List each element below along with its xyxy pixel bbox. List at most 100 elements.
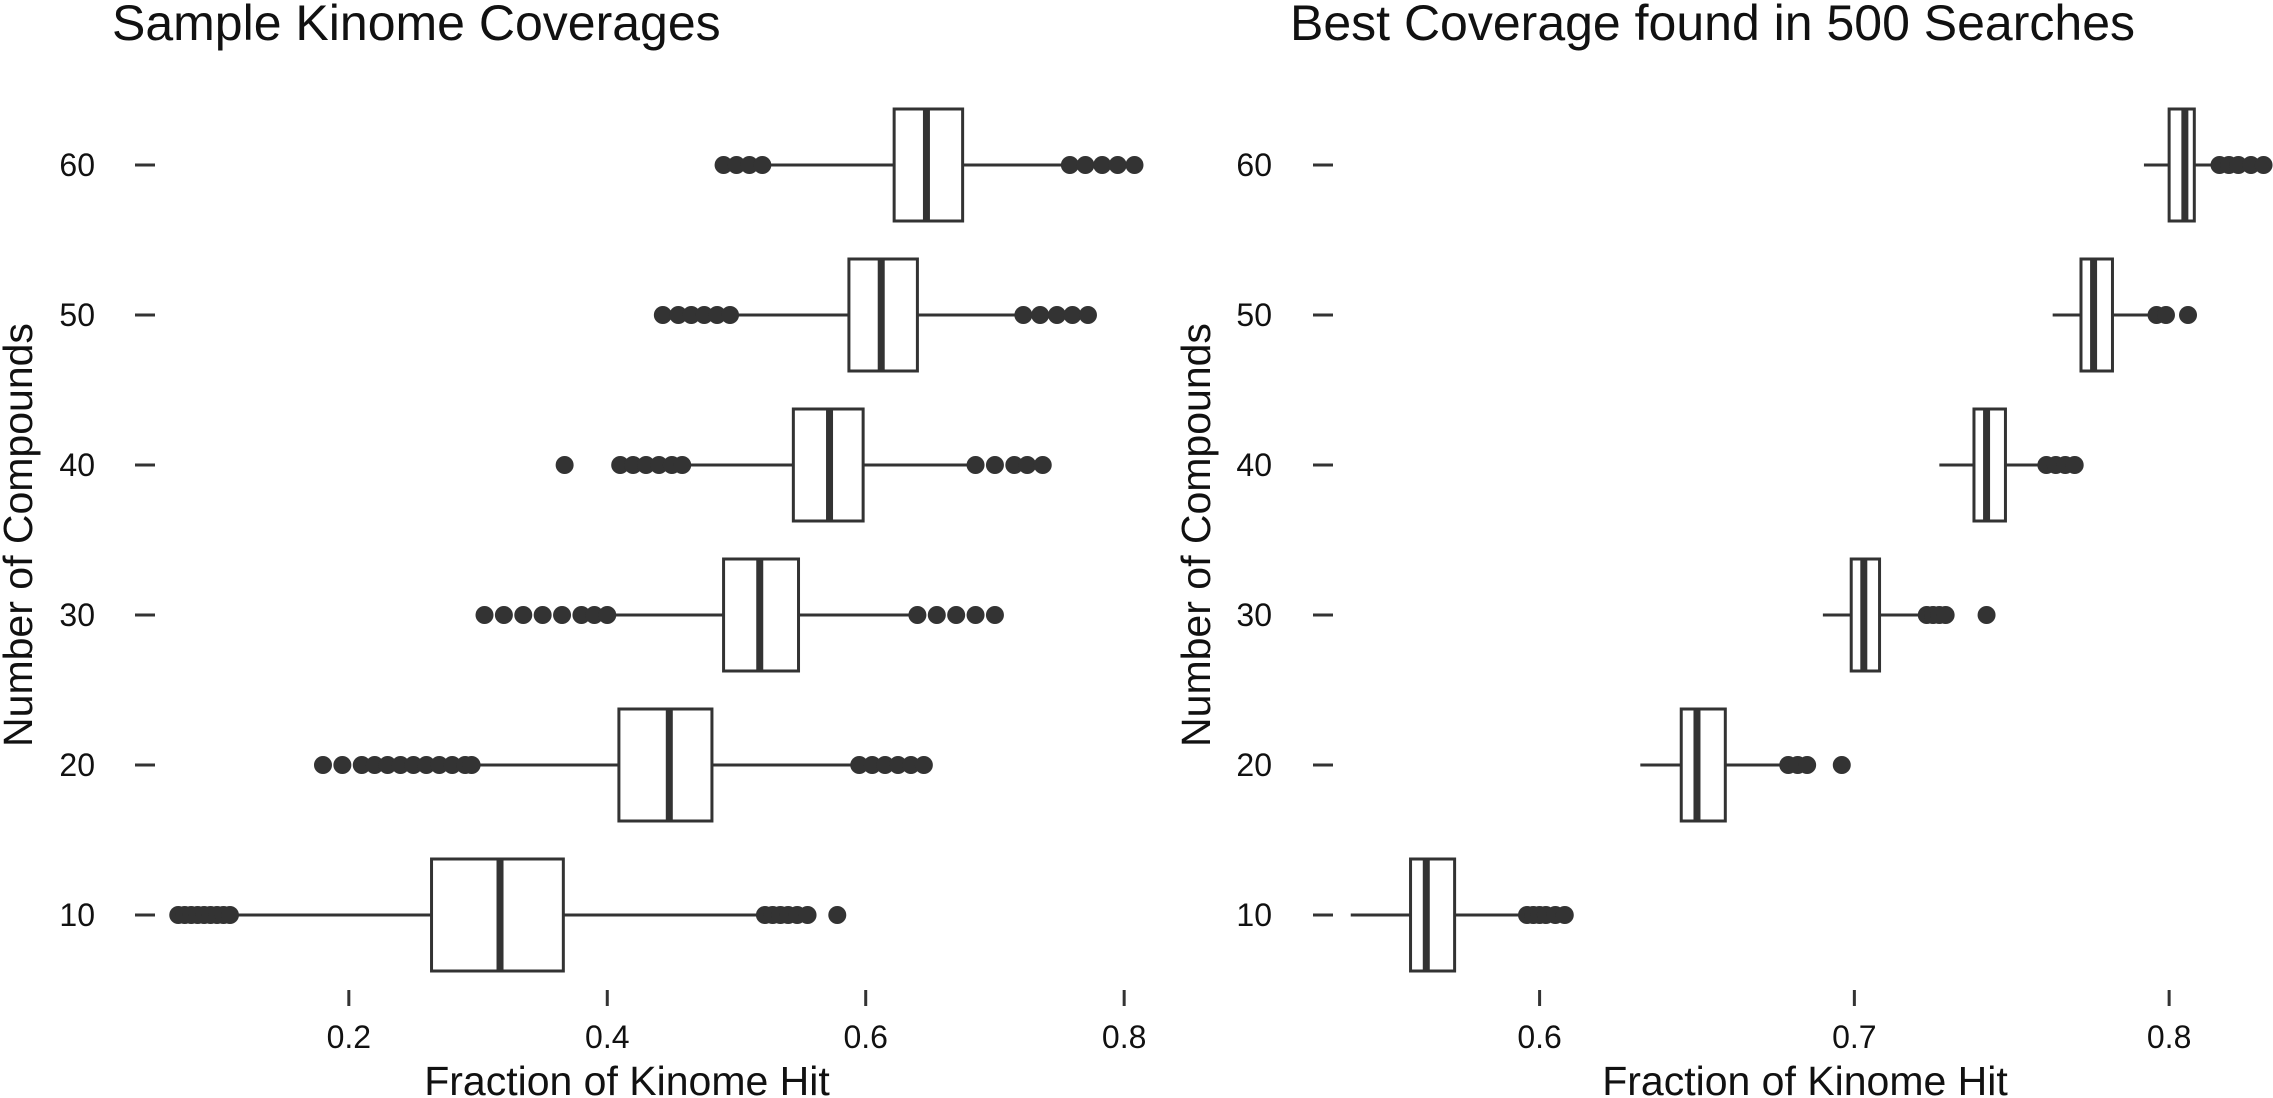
box-60: [714, 107, 1144, 223]
chart-title: Best Coverage found in 500 Searches: [1290, 0, 2135, 51]
outlier-point: [727, 156, 746, 174]
outlier-point: [966, 606, 985, 624]
outlier-point: [378, 756, 397, 774]
outlier-point: [1078, 306, 1097, 324]
chart-title: Sample Kinome Coverages: [112, 0, 721, 51]
outlier-point: [1125, 156, 1144, 174]
outlier-point: [2254, 156, 2273, 174]
box-20: [313, 707, 933, 823]
outlier-point: [1005, 456, 1024, 474]
y-tick-label: 10: [59, 897, 95, 933]
box-10: [1350, 857, 1574, 973]
outlier-point: [553, 606, 572, 624]
outlier-point: [1977, 606, 1996, 624]
outlier-point: [475, 606, 494, 624]
outlier-point: [494, 606, 513, 624]
outlier-point: [1093, 156, 1112, 174]
y-tick-label: 60: [1236, 147, 1272, 183]
x-tick-label: 0.6: [1517, 1019, 1561, 1055]
x-tick-label: 0.2: [327, 1019, 371, 1055]
outlier-point: [1047, 306, 1066, 324]
outlier-point: [572, 606, 591, 624]
outlier-point: [313, 756, 332, 774]
outlier-point: [1555, 906, 1574, 924]
outlier-point: [352, 756, 371, 774]
outlier-point: [637, 456, 656, 474]
outlier-point: [1936, 606, 1955, 624]
y-tick-label: 30: [59, 597, 95, 633]
outlier-point: [417, 756, 436, 774]
x-tick-label: 0.4: [585, 1019, 629, 1055]
outlier-point: [585, 606, 604, 624]
box-30: [1822, 557, 1996, 673]
outlier-point: [985, 606, 1004, 624]
x-axis-label: Fraction of Kinome Hit: [424, 1058, 830, 1098]
outlier-point: [1018, 456, 1037, 474]
outlier-point: [876, 756, 895, 774]
x-axis: 0.6 0.7 0.8: [1517, 990, 2191, 1055]
box-50: [653, 257, 1097, 373]
outlier-point: [1798, 756, 1817, 774]
outlier-point: [798, 906, 817, 924]
outlier-point: [673, 456, 692, 474]
outlier-point: [333, 756, 352, 774]
x-axis: 0.2 0.4 0.6 0.8: [327, 990, 1146, 1055]
outlier-point: [927, 606, 946, 624]
outlier-point: [611, 456, 630, 474]
outlier-point: [555, 456, 574, 474]
outlier-point: [1031, 306, 1050, 324]
y-tick-label: 40: [59, 447, 95, 483]
x-tick-label: 0.6: [843, 1019, 887, 1055]
y-tick-label: 10: [1236, 897, 1272, 933]
outlier-point: [365, 756, 384, 774]
y-tick-label: 20: [59, 747, 95, 783]
outlier-point: [391, 756, 410, 774]
box-10: [169, 857, 847, 973]
outlier-point: [901, 756, 920, 774]
outlier-point: [753, 156, 772, 174]
outlier-point: [2229, 156, 2248, 174]
outlier-point: [2156, 306, 2175, 324]
y-tick-label: 50: [1236, 297, 1272, 333]
outlier-point: [404, 756, 423, 774]
outlier-point: [947, 606, 966, 624]
y-tick-label: 60: [59, 147, 95, 183]
boxplot-series: [1350, 107, 2273, 973]
outlier-point: [533, 606, 552, 624]
outlier-point: [863, 756, 882, 774]
outlier-point: [1832, 756, 1851, 774]
outlier-point: [220, 906, 239, 924]
outlier-point: [1014, 306, 1033, 324]
outlier-point: [850, 756, 869, 774]
outlier-point: [443, 756, 462, 774]
y-axis: 10 20 30 40 50 60: [1236, 147, 1333, 933]
outlier-point: [695, 306, 714, 324]
box-40: [555, 407, 1052, 523]
y-tick-label: 40: [1236, 447, 1272, 483]
outlier-point: [1063, 306, 1082, 324]
outlier-point: [908, 606, 927, 624]
y-tick-label: 50: [59, 297, 95, 333]
outlier-point: [1076, 156, 1095, 174]
box-iqr: [617, 707, 714, 823]
box-20: [1640, 707, 1851, 823]
box-iqr: [1409, 857, 1457, 973]
box-iqr: [1679, 707, 1727, 823]
y-axis-label: Number of Compounds: [0, 323, 41, 747]
outlier-point: [649, 456, 668, 474]
y-tick-label: 20: [1236, 747, 1272, 783]
outlier-point: [653, 306, 672, 324]
outlier-point: [1033, 456, 1052, 474]
boxplot-series: [169, 107, 1144, 973]
outlier-point: [889, 756, 908, 774]
outlier-point: [985, 456, 1004, 474]
y-axis: 10 20 30 40 50 60: [59, 147, 155, 933]
outlier-point: [2065, 456, 2084, 474]
outlier-point: [828, 906, 847, 924]
y-tick-label: 30: [1236, 597, 1272, 633]
outlier-point: [1060, 156, 1079, 174]
outlier-point: [2179, 306, 2198, 324]
outlier-point: [714, 156, 733, 174]
outlier-point: [682, 306, 701, 324]
x-tick-label: 0.8: [1102, 1019, 1146, 1055]
